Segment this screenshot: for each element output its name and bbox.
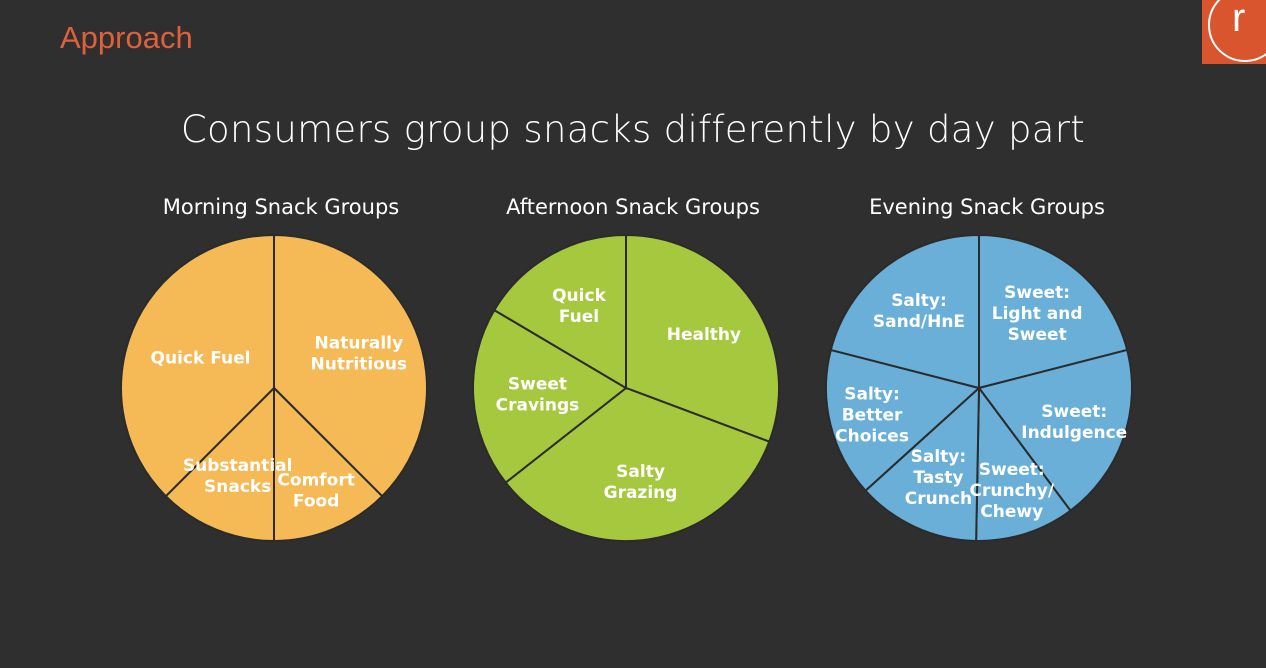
pie-slice xyxy=(825,348,982,493)
evening-pie: Sweet: Light and Sweet Sweet: Indulgence Swee… xyxy=(825,233,1133,542)
slice-label: Salty: Better Choices xyxy=(835,384,909,446)
slice-label: Sweet: Light and Sweet xyxy=(992,283,1083,345)
slice-label: Salty Grazing xyxy=(604,462,678,503)
slice-label: Comfort Food xyxy=(277,470,354,511)
pie-slice xyxy=(504,386,771,542)
slice-label: Quick Fuel xyxy=(151,349,251,369)
pie-slice xyxy=(625,233,780,443)
slice-label: Healthy xyxy=(667,325,741,345)
slice-label: Salty: Sand/HnE xyxy=(873,291,965,332)
slice-label: Quick Fuel xyxy=(552,286,606,327)
slice-label: Sweet Cravings xyxy=(496,374,580,415)
section-label: Approach xyxy=(60,20,193,55)
slide-headline: Consumers group snacks differently by da… xyxy=(180,108,1086,151)
slice-label: Sweet: Crunchy/Chewy xyxy=(970,460,1055,522)
morning-pie: Naturally Nutritious Comfort FoodSubstantia… xyxy=(120,233,428,543)
slice-label: Sweet: Indulgence xyxy=(1021,402,1127,443)
afternoon-chart-title: Afternoon Snack Groups xyxy=(506,195,760,219)
slice-label: Naturally Nutritious xyxy=(311,333,408,374)
pie-slice xyxy=(472,308,628,484)
pie-slice xyxy=(273,233,428,498)
brand-logo: r xyxy=(1202,0,1266,64)
pie-slice xyxy=(164,385,275,543)
pie-slice xyxy=(975,385,1072,542)
pie-slice xyxy=(864,385,981,542)
slice-label: Substantial Snacks xyxy=(183,456,293,497)
afternoon-pie: Healthy Salty Grazing Sweet Cravings Quick Fue… xyxy=(472,233,780,542)
pie-slice xyxy=(977,348,1133,513)
logo-ring xyxy=(1208,0,1266,62)
pie-slice xyxy=(273,385,384,543)
morning-chart-title: Morning Snack Groups xyxy=(162,195,400,219)
pie-slice xyxy=(120,233,275,498)
slice-label: Salty: Tasty Crunch xyxy=(905,447,972,509)
pie-slice xyxy=(978,233,1129,390)
logo-letter: r xyxy=(1232,0,1246,40)
pie-slice xyxy=(829,233,980,390)
pie-slice xyxy=(492,233,627,390)
evening-chart-title: Evening Snack Groups xyxy=(869,195,1105,219)
